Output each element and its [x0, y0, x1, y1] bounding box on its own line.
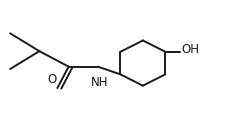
Text: NH: NH — [91, 76, 109, 89]
Text: OH: OH — [181, 43, 199, 56]
Text: O: O — [47, 73, 56, 86]
